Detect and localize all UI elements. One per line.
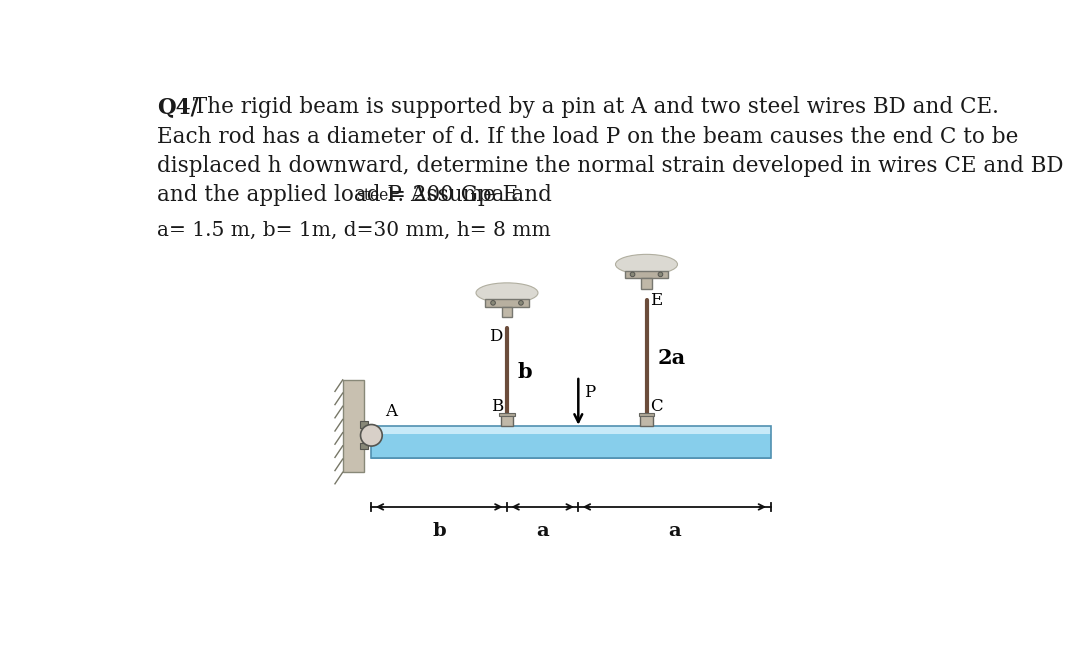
Circle shape bbox=[631, 272, 635, 276]
Text: B: B bbox=[491, 398, 503, 414]
Bar bbox=[372, 432, 770, 458]
Bar bbox=[642, 278, 652, 289]
Text: a: a bbox=[537, 522, 549, 540]
Bar bbox=[499, 413, 515, 416]
Bar bbox=[640, 415, 652, 426]
Bar bbox=[625, 271, 669, 278]
Text: Each rod has a diameter of d. If the load P on the beam causes the end C to be: Each rod has a diameter of d. If the loa… bbox=[157, 126, 1018, 148]
Text: = 200 Gpa and: = 200 Gpa and bbox=[380, 184, 552, 206]
Bar bbox=[372, 426, 770, 458]
Text: C: C bbox=[650, 398, 663, 414]
Bar bbox=[501, 415, 513, 426]
Text: Q4/: Q4/ bbox=[157, 97, 199, 119]
Text: and the applied load P. Assume E: and the applied load P. Assume E bbox=[157, 184, 518, 206]
Bar bbox=[372, 455, 770, 459]
Circle shape bbox=[361, 424, 382, 446]
Circle shape bbox=[518, 300, 524, 305]
Ellipse shape bbox=[476, 283, 538, 303]
Text: 2a: 2a bbox=[658, 347, 686, 367]
Bar bbox=[360, 443, 367, 449]
Text: a= 1.5 m, b= 1m, d=30 mm, h= 8 mm: a= 1.5 m, b= 1m, d=30 mm, h= 8 mm bbox=[157, 221, 551, 240]
Text: b: b bbox=[432, 522, 446, 540]
Ellipse shape bbox=[616, 255, 677, 274]
Circle shape bbox=[490, 300, 496, 305]
Bar bbox=[501, 307, 512, 318]
Polygon shape bbox=[342, 380, 364, 472]
Text: a: a bbox=[669, 522, 680, 540]
Text: D: D bbox=[489, 328, 502, 345]
Text: A: A bbox=[386, 403, 397, 420]
Bar bbox=[485, 299, 529, 307]
Text: E: E bbox=[650, 292, 663, 309]
Text: b: b bbox=[517, 362, 532, 382]
Circle shape bbox=[658, 272, 663, 276]
Text: steel: steel bbox=[356, 188, 394, 204]
Bar bbox=[638, 413, 654, 416]
Bar bbox=[372, 426, 770, 434]
Bar bbox=[360, 422, 367, 428]
Text: displaced h downward, determine the normal strain developed in wires CE and BD: displaced h downward, determine the norm… bbox=[157, 155, 1063, 177]
Text: P: P bbox=[584, 384, 596, 400]
Text: The rigid beam is supported by a pin at A and two steel wires BD and CE.: The rigid beam is supported by a pin at … bbox=[186, 97, 999, 119]
Polygon shape bbox=[364, 422, 379, 449]
